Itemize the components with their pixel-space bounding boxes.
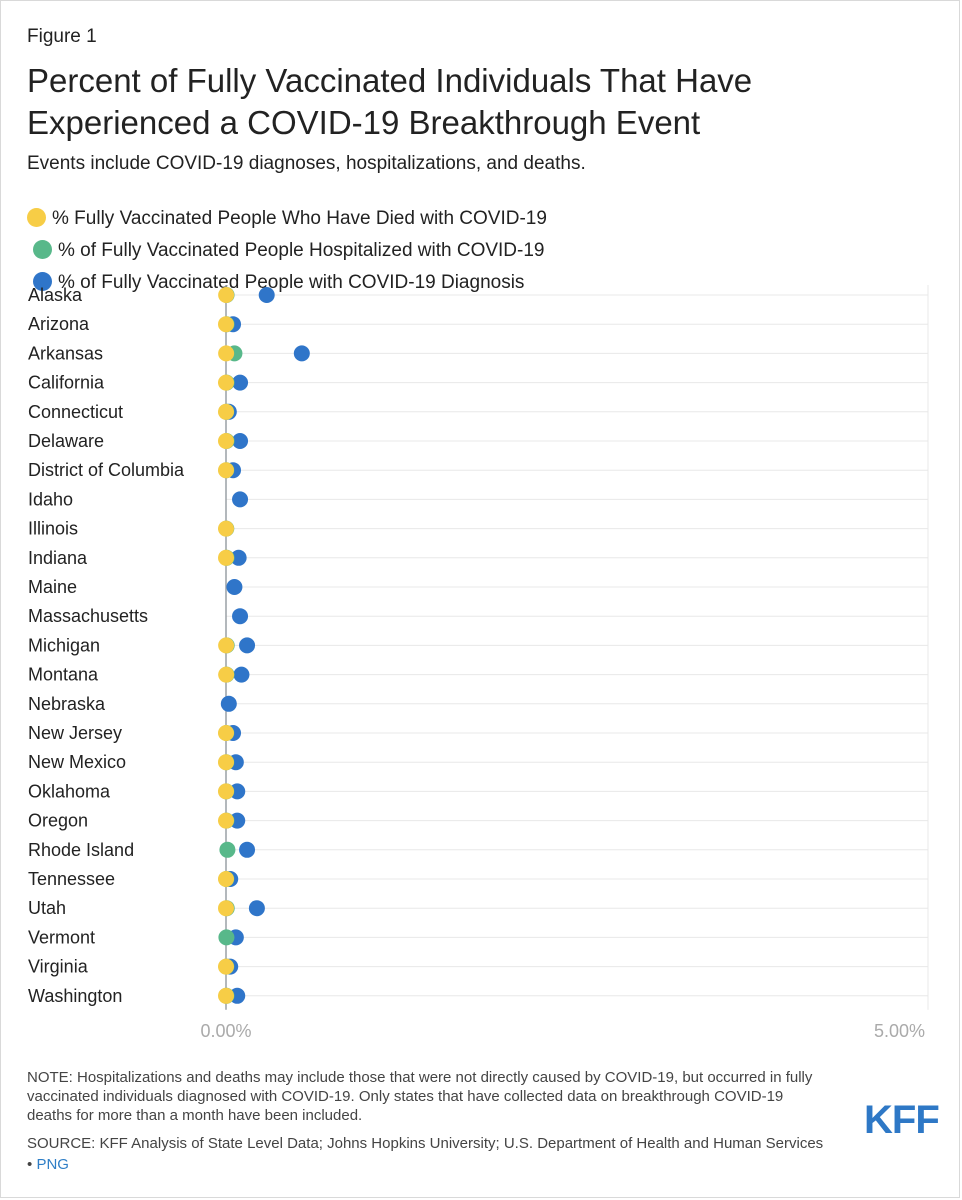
chart-subtitle: Events include COVID-19 diagnoses, hospi… xyxy=(27,153,586,174)
deaths-dot xyxy=(218,520,234,537)
hospitalized-dot xyxy=(218,929,235,946)
deaths-dot xyxy=(218,287,235,303)
diagnosis-dot xyxy=(258,287,275,303)
state-label: Delaware xyxy=(28,431,104,451)
diagnosis-dot xyxy=(220,695,237,712)
state-label: Rhode Island xyxy=(28,840,134,860)
legend-item-deaths: % Fully Vaccinated People Who Have Died … xyxy=(27,208,547,229)
legend-dot-hospitalized xyxy=(33,240,52,259)
legend-label-hospitalized: % of Fully Vaccinated People Hospitalize… xyxy=(58,240,545,261)
state-label: Tennessee xyxy=(28,869,115,889)
legend-dot-deaths xyxy=(27,208,46,227)
x-tick-label: 5.00% xyxy=(874,1021,925,1041)
legend-item-hospitalized: % of Fully Vaccinated People Hospitalize… xyxy=(33,240,545,261)
deaths-dot xyxy=(218,783,234,800)
deaths-dot xyxy=(218,900,234,917)
deaths-dot xyxy=(218,958,234,975)
diagnosis-dot xyxy=(293,345,310,362)
legend-item-diagnosis: % of Fully Vaccinated People with COVID-… xyxy=(33,272,524,293)
deaths-dot xyxy=(218,433,234,449)
state-label: Oklahoma xyxy=(28,781,111,801)
legend-label-deaths: % Fully Vaccinated People Who Have Died … xyxy=(52,208,547,229)
deaths-dot xyxy=(218,637,235,654)
deaths-dot xyxy=(218,754,234,771)
chart-source: SOURCE: KFF Analysis of State Level Data… xyxy=(27,1133,827,1175)
diagnosis-dot xyxy=(229,783,246,800)
legend: % Fully Vaccinated People Who Have Died … xyxy=(27,203,942,299)
diagnosis-dot xyxy=(232,433,249,449)
deaths-dot xyxy=(218,374,234,391)
diagnosis-dot xyxy=(239,841,256,858)
deaths-dot xyxy=(218,316,234,333)
state-label: Connecticut xyxy=(28,402,123,422)
state-label: Indiana xyxy=(28,548,88,568)
state-label: Utah xyxy=(28,898,66,918)
state-label: District of Columbia xyxy=(28,460,185,480)
state-label: Alaska xyxy=(28,285,83,305)
state-label: Washington xyxy=(28,986,122,1006)
state-label: Vermont xyxy=(28,927,95,947)
figure-label: Figure 1 xyxy=(27,26,97,47)
state-label: Virginia xyxy=(28,957,89,977)
state-label: California xyxy=(28,373,105,393)
state-label: Massachusetts xyxy=(28,606,148,626)
state-label: Nebraska xyxy=(28,694,106,714)
diagnosis-dot xyxy=(233,666,250,683)
diagnosis-dot xyxy=(232,491,249,508)
state-label: Arkansas xyxy=(28,343,103,363)
diagnosis-dot xyxy=(232,374,249,391)
diagnosis-dot xyxy=(232,608,249,625)
dot-plot-chart: Alaska Arizona Arkansas California Connectic… xyxy=(28,285,929,1041)
deaths-dot xyxy=(218,462,234,479)
state-label: New Mexico xyxy=(28,752,126,772)
deaths-dot xyxy=(218,345,235,362)
legend-dot-diagnosis xyxy=(33,272,52,291)
kff-logo: KFF xyxy=(864,1098,940,1142)
diagnosis-dot xyxy=(239,637,256,654)
deaths-dot xyxy=(218,871,234,887)
deaths-dot xyxy=(218,812,234,829)
deaths-dot xyxy=(218,549,234,566)
state-label: Maine xyxy=(28,577,77,597)
state-label: Oregon xyxy=(28,811,88,831)
source-text: SOURCE: KFF Analysis of State Level Data… xyxy=(27,1135,824,1173)
deaths-dot xyxy=(218,403,234,420)
deaths-dot xyxy=(218,987,234,1004)
diagnosis-dot xyxy=(248,900,265,917)
hospitalized-dot xyxy=(219,841,236,858)
state-label: Illinois xyxy=(28,519,78,539)
state-label: Arizona xyxy=(28,314,90,334)
legend-label-diagnosis: % of Fully Vaccinated People with COVID-… xyxy=(58,272,525,293)
png-download-link[interactable]: PNG xyxy=(36,1156,69,1173)
state-label: New Jersey xyxy=(28,723,122,743)
chart-note: NOTE: Hospitalizations and deaths may in… xyxy=(27,1069,813,1124)
diagnosis-dot xyxy=(226,579,243,595)
state-label: Montana xyxy=(28,665,99,685)
chart-title: Percent of Fully Vaccinated Individuals … xyxy=(27,62,753,141)
state-label: Idaho xyxy=(28,489,73,509)
deaths-dot xyxy=(218,666,235,683)
state-label: Michigan xyxy=(28,635,100,655)
deaths-dot xyxy=(218,725,234,741)
x-tick-label: 0.00% xyxy=(200,1021,251,1041)
diagnosis-dot xyxy=(230,549,247,566)
